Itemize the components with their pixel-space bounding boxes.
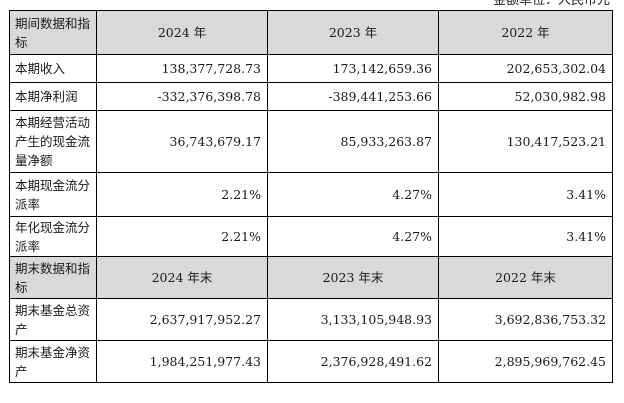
row-label: 本期净利润 — [9, 82, 97, 111]
value-cell: 130,417,523.21 — [438, 110, 613, 173]
value-cell: 2,376,928,491.62 — [267, 340, 439, 383]
row-label: 本期经营活动产生的现金流量净额 — [9, 110, 97, 173]
financial-indicators-table: 期间数据和指标 2024 年 2023 年 2022 年 本期收入 138,37… — [9, 10, 613, 383]
value-cell: 2,637,917,952.27 — [96, 298, 268, 341]
value-cell: 3.41% — [438, 172, 613, 217]
column-header-2023-end: 2023 年末 — [267, 256, 439, 299]
value-cell: 2,895,969,762.45 — [438, 340, 613, 383]
table-row-total-assets: 期末基金总资产 2,637,917,952.27 3,133,105,948.9… — [9, 298, 613, 341]
column-header-2022: 2022 年 — [438, 10, 613, 55]
value-cell: 3,133,105,948.93 — [267, 298, 439, 341]
value-cell: 173,142,659.36 — [267, 54, 439, 83]
period-end-header-row: 期末数据和指标 2024 年末 2023 年末 2022 年末 — [9, 256, 613, 299]
table-row-annualized-distribution-rate: 年化现金流分派率 2.21% 4.27% 3.41% — [9, 216, 613, 257]
column-header-2024: 2024 年 — [96, 10, 268, 55]
period-header-row: 期间数据和指标 2024 年 2023 年 2022 年 — [9, 10, 613, 55]
period-header-label: 期间数据和指标 — [9, 10, 97, 55]
value-cell: 202,653,302.04 — [438, 54, 613, 83]
row-label: 年化现金流分派率 — [9, 216, 97, 257]
value-cell: 36,743,679.17 — [96, 110, 268, 173]
row-label: 期末基金总资产 — [9, 298, 97, 341]
table-row-revenue: 本期收入 138,377,728.73 173,142,659.36 202,6… — [9, 54, 613, 83]
column-header-2022-end: 2022 年末 — [438, 256, 613, 299]
row-label: 本期收入 — [9, 54, 97, 83]
value-cell: 3.41% — [438, 216, 613, 257]
value-cell: 1,984,251,977.43 — [96, 340, 268, 383]
row-label: 本期现金流分派率 — [9, 172, 97, 217]
value-cell: 138,377,728.73 — [96, 54, 268, 83]
value-cell: -389,441,253.66 — [267, 82, 439, 111]
currency-unit-note: 金额单位：人民币元 — [492, 0, 610, 8]
value-cell: 4.27% — [267, 172, 439, 217]
row-label: 期末基金净资产 — [9, 340, 97, 383]
period-end-header-label: 期末数据和指标 — [9, 256, 97, 299]
value-cell: 85,933,263.87 — [267, 110, 439, 173]
value-cell: -332,376,398.78 — [96, 82, 268, 111]
column-header-2024-end: 2024 年末 — [96, 256, 268, 299]
value-cell: 2.21% — [96, 216, 268, 257]
value-cell: 3,692,836,753.32 — [438, 298, 613, 341]
value-cell: 2.21% — [96, 172, 268, 217]
value-cell: 52,030,982.98 — [438, 82, 613, 111]
column-header-2023: 2023 年 — [267, 10, 439, 55]
table-row-cash-flow-distribution-rate: 本期现金流分派率 2.21% 4.27% 3.41% — [9, 172, 613, 217]
table-row-operating-cash-flow: 本期经营活动产生的现金流量净额 36,743,679.17 85,933,263… — [9, 110, 613, 173]
value-cell: 4.27% — [267, 216, 439, 257]
table-row-net-profit: 本期净利润 -332,376,398.78 -389,441,253.66 52… — [9, 82, 613, 111]
table-row-net-assets: 期末基金净资产 1,984,251,977.43 2,376,928,491.6… — [9, 340, 613, 383]
